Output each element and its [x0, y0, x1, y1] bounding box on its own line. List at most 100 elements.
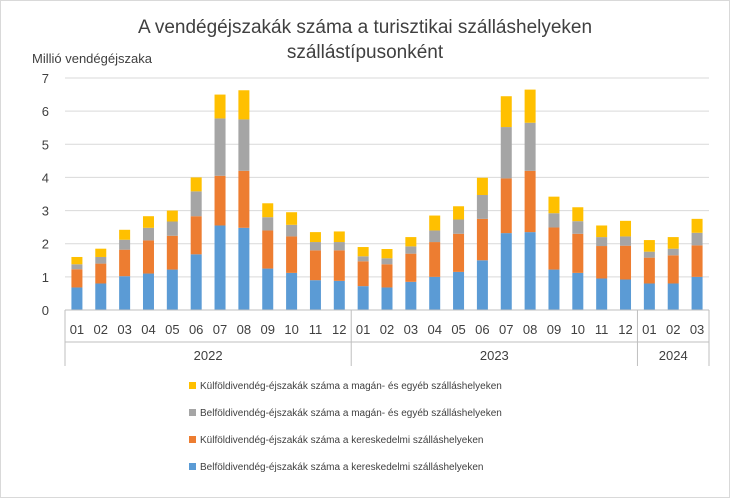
x-tick-label: 03	[404, 322, 418, 337]
bar-segment	[572, 272, 584, 310]
bar-segment	[548, 227, 560, 270]
bar-segment	[309, 232, 321, 243]
bar-segment	[71, 256, 83, 265]
bar-segment	[429, 230, 441, 243]
x-tick-label: 06	[189, 322, 203, 337]
bar-segment	[95, 283, 107, 310]
bar-segment	[238, 227, 250, 310]
y-tick-label: 3	[42, 204, 49, 219]
x-tick-label: 09	[261, 322, 275, 337]
bar-segment	[596, 246, 608, 279]
bar-segment	[500, 127, 512, 179]
bar-segment	[453, 271, 465, 310]
bar-segment	[95, 248, 107, 257]
gridlines: 0 1 2 3 4 5 6 7	[42, 71, 709, 318]
bar-segment	[142, 240, 154, 274]
bar-segment	[309, 242, 321, 251]
year-label: 2024	[659, 348, 688, 363]
bar-segment	[286, 272, 298, 310]
bar-segment	[262, 203, 274, 218]
bar-segment	[691, 276, 703, 310]
bar-segment	[190, 191, 202, 217]
bar-segment	[238, 119, 250, 171]
bar-segment	[548, 213, 560, 228]
x-tick-label: 12	[618, 322, 632, 337]
legend-swatch	[189, 436, 196, 443]
bar-segment	[548, 269, 560, 310]
bar-segment	[142, 227, 154, 241]
bar-segment	[333, 280, 345, 310]
bar-segment	[333, 231, 345, 243]
x-tick-label: 11	[595, 322, 609, 337]
bar-segment	[500, 233, 512, 310]
bar-segment	[620, 245, 632, 280]
bar-segment	[71, 269, 83, 288]
legend-label: Belföldivendég-éjszakák száma a keresked…	[200, 462, 483, 473]
bar-segment	[214, 225, 226, 310]
y-tick-label: 2	[42, 237, 49, 252]
bar-segment	[286, 224, 298, 237]
bar-segment	[119, 276, 131, 310]
bar-segment	[357, 286, 369, 310]
bar-segment	[667, 237, 679, 249]
bar-segment	[548, 196, 560, 214]
bar-segment	[309, 280, 321, 310]
x-tick-label: 02	[94, 322, 108, 337]
x-tick-label: 03	[690, 322, 704, 337]
x-tick-label: 01	[70, 322, 84, 337]
bar-segment	[166, 235, 178, 270]
bar-segment	[381, 264, 393, 288]
bar-segment	[476, 218, 488, 261]
bar-segment	[405, 246, 417, 254]
bar-segment	[453, 219, 465, 234]
bar-segment	[596, 237, 608, 247]
bar-segment	[596, 278, 608, 310]
bar-segment	[620, 279, 632, 310]
bar-segment	[476, 177, 488, 195]
bar-segment	[405, 237, 417, 247]
bar-segment	[643, 251, 655, 258]
year-label: 2023	[480, 348, 509, 363]
bar-segment	[620, 220, 632, 237]
bar-segment	[357, 261, 369, 287]
bar-segment	[524, 232, 536, 310]
bar-segment	[262, 217, 274, 231]
bar-segment	[429, 215, 441, 231]
bar-segment	[429, 276, 441, 310]
bar-segment	[572, 221, 584, 234]
bar-segment	[381, 258, 393, 265]
bar-segment	[142, 273, 154, 310]
bar-segment	[572, 233, 584, 273]
year-label: 2022	[194, 348, 223, 363]
bar-segment	[405, 253, 417, 282]
bar-segment	[596, 225, 608, 238]
x-tick-label: 04	[427, 322, 441, 337]
x-tick-label: 04	[141, 322, 155, 337]
bar-segment	[691, 245, 703, 277]
bar-segment	[357, 256, 369, 262]
legend: Külföldivendég-éjszakák száma a magán- é…	[189, 381, 502, 473]
chart-title-line-1: A vendégéjszakák száma a turisztikai szá…	[138, 17, 592, 38]
bar-segment	[166, 210, 178, 222]
bar-segment	[309, 250, 321, 281]
y-tick-label: 4	[42, 170, 49, 185]
x-tick-label: 07	[213, 322, 227, 337]
bar-segment	[667, 283, 679, 310]
bar-segment	[166, 269, 178, 310]
x-tick-label: 09	[547, 322, 561, 337]
legend-swatch	[189, 463, 196, 470]
y-axis-label: Millió vendégéjszaka	[32, 51, 153, 66]
bar-segment	[142, 216, 154, 228]
y-tick-label: 7	[42, 71, 49, 86]
x-tick-label: 01	[356, 322, 370, 337]
legend-label: Külföldivendég-éjszakák száma a keresked…	[200, 435, 483, 446]
bar-segment	[643, 283, 655, 310]
x-tick-label: 01	[642, 322, 656, 337]
bar-segment	[524, 89, 536, 123]
bar-segment	[643, 257, 655, 284]
x-tick-label: 03	[117, 322, 131, 337]
bar-segment	[119, 249, 131, 277]
bar-segment	[524, 170, 536, 233]
